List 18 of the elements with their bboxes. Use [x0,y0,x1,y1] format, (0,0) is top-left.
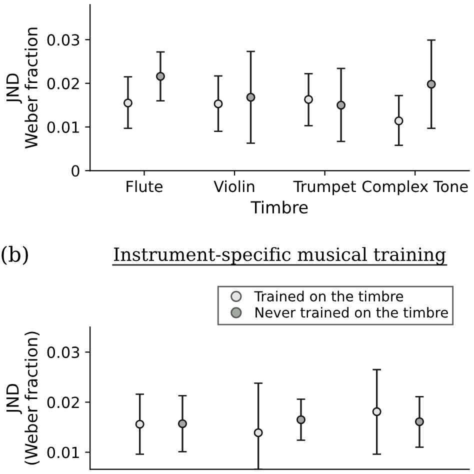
y-tick-label: 0.01 [47,121,79,134]
legend-label: Never trained on the timbre [256,306,448,318]
y-tick-label: 0.02 [47,396,79,408]
x-tick-label: Violin [214,180,254,192]
y-tick-label: 0 [72,165,80,177]
x-tick-label: Trumpet [293,180,356,196]
chart-title: Instrument-specific musical training [114,247,446,265]
y-tick-label: 0.02 [47,78,79,90]
y-tick-label: 0.01 [47,446,79,458]
text: (b) [2,246,28,265]
y-tick-label: 0.03 [47,34,80,46]
y-tick-label: 0.03 [47,346,80,358]
y-axis-title: JND Weber fraction [6,28,38,149]
legend-label: Trained on the timbre [254,290,404,302]
y-axis-title: JND (Weber fraction) [6,332,40,465]
x-tick-label: Flute [126,180,162,192]
x-axis-title: Timbre [250,200,308,214]
x-tick-label: Complex Tone [362,180,468,196]
